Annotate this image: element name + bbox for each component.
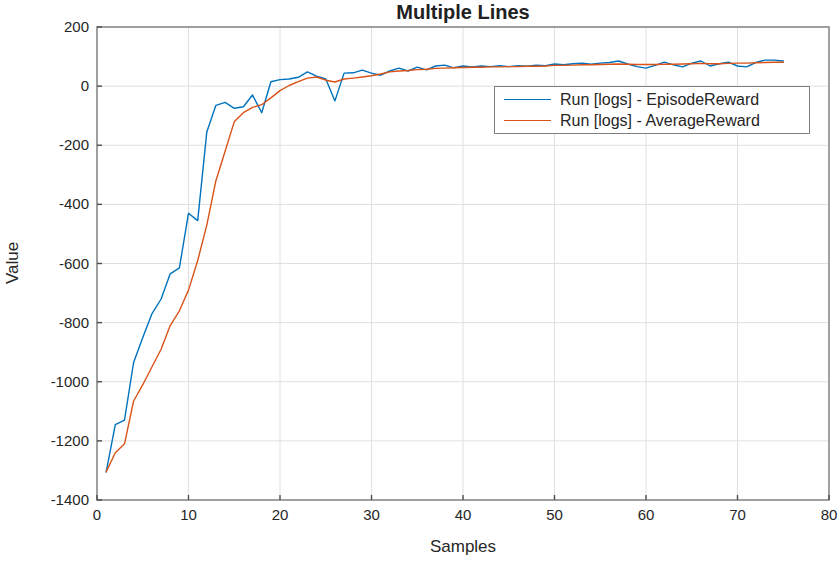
x-tick-label: 70 — [729, 506, 746, 523]
y-axis-label: Value — [3, 242, 23, 284]
x-tick-label: 80 — [821, 506, 838, 523]
chart-title: Multiple Lines — [97, 1, 829, 24]
y-tick-label: -1400 — [51, 491, 89, 508]
y-tick-label: -200 — [59, 136, 89, 153]
y-tick-label: 0 — [81, 77, 89, 94]
legend-line-swatch — [504, 120, 551, 121]
x-tick-label: 30 — [363, 506, 380, 523]
legend-item: Run [logs] - EpisodeReward — [504, 89, 809, 110]
legend-item: Run [logs] - AverageReward — [504, 110, 809, 131]
plot-area: 0 10 20 30 40 50 60 70 80 200 0 -200 -400 -600 -800 -10… — [0, 0, 840, 565]
legend-label: Run [logs] - EpisodeReward — [560, 91, 759, 109]
legend-line-swatch — [504, 99, 551, 100]
x-tick-label: 20 — [272, 506, 289, 523]
y-tick-label: -600 — [59, 255, 89, 272]
x-tick-label: 10 — [180, 506, 197, 523]
x-tick-label: 0 — [93, 506, 101, 523]
x-tick-label: 50 — [546, 506, 563, 523]
y-tick-label: -800 — [59, 314, 89, 331]
x-tick-label: 40 — [455, 506, 472, 523]
x-tick-label: 60 — [638, 506, 655, 523]
y-tick-label: -1200 — [51, 432, 89, 449]
y-tick-label: 200 — [64, 18, 89, 35]
y-tick-label: -400 — [59, 195, 89, 212]
legend-label: Run [logs] - AverageReward — [560, 112, 760, 130]
figure: 0 10 20 30 40 50 60 70 80 200 0 -200 -400 -600 -800 -10… — [0, 0, 840, 565]
y-tick-label: -1000 — [51, 373, 89, 390]
legend: Run [logs] - EpisodeReward Run [logs] - A… — [494, 86, 810, 134]
x-axis-label: Samples — [97, 537, 829, 557]
